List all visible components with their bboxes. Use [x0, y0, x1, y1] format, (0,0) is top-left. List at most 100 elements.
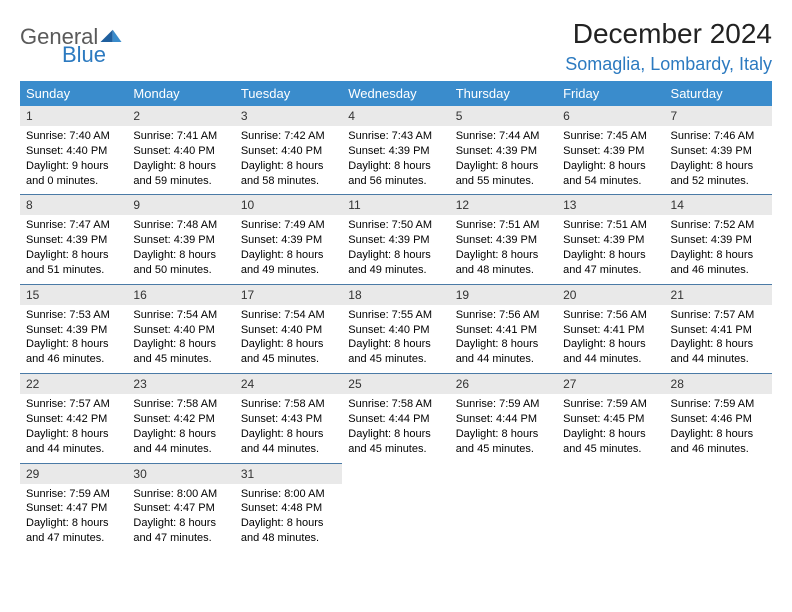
daylight-text-1: Daylight: 8 hours — [133, 516, 228, 531]
calendar-cell: 12Sunrise: 7:51 AMSunset: 4:39 PMDayligh… — [450, 194, 557, 283]
day-number: 24 — [235, 373, 342, 394]
sunset-text: Sunset: 4:48 PM — [241, 501, 336, 516]
day-number: 8 — [20, 194, 127, 215]
sunrise-text: Sunrise: 7:57 AM — [26, 397, 121, 412]
daylight-text-2: and 47 minutes. — [563, 263, 658, 278]
calendar-header-row: Sunday Monday Tuesday Wednesday Thursday… — [20, 81, 772, 106]
day-number: 23 — [127, 373, 234, 394]
day-number: 11 — [342, 194, 449, 215]
calendar-body: 1Sunrise: 7:40 AMSunset: 4:40 PMDaylight… — [20, 106, 772, 552]
sunset-text: Sunset: 4:46 PM — [671, 412, 766, 427]
day-content: Sunrise: 7:52 AMSunset: 4:39 PMDaylight:… — [665, 215, 772, 283]
day-content: Sunrise: 8:00 AMSunset: 4:47 PMDaylight:… — [127, 484, 234, 552]
sunset-text: Sunset: 4:40 PM — [133, 323, 228, 338]
daylight-text-2: and 47 minutes. — [133, 531, 228, 546]
daylight-text-2: and 48 minutes. — [456, 263, 551, 278]
calendar-cell: 8Sunrise: 7:47 AMSunset: 4:39 PMDaylight… — [20, 194, 127, 283]
day-number: 10 — [235, 194, 342, 215]
day-number: 30 — [127, 463, 234, 484]
calendar-cell: 6Sunrise: 7:45 AMSunset: 4:39 PMDaylight… — [557, 106, 664, 194]
sunset-text: Sunset: 4:42 PM — [133, 412, 228, 427]
sunrise-text: Sunrise: 7:56 AM — [456, 308, 551, 323]
day-content: Sunrise: 7:57 AMSunset: 4:41 PMDaylight:… — [665, 305, 772, 373]
calendar-cell: 7Sunrise: 7:46 AMSunset: 4:39 PMDaylight… — [665, 106, 772, 194]
day-number: 31 — [235, 463, 342, 484]
calendar-row: 15Sunrise: 7:53 AMSunset: 4:39 PMDayligh… — [20, 284, 772, 373]
daylight-text-2: and 44 minutes. — [26, 442, 121, 457]
day-content: Sunrise: 7:59 AMSunset: 4:46 PMDaylight:… — [665, 394, 772, 462]
day-content: Sunrise: 7:56 AMSunset: 4:41 PMDaylight:… — [450, 305, 557, 373]
sunset-text: Sunset: 4:41 PM — [671, 323, 766, 338]
calendar-cell: 16Sunrise: 7:54 AMSunset: 4:40 PMDayligh… — [127, 284, 234, 373]
sunset-text: Sunset: 4:39 PM — [26, 323, 121, 338]
calendar-cell: 4Sunrise: 7:43 AMSunset: 4:39 PMDaylight… — [342, 106, 449, 194]
sunset-text: Sunset: 4:44 PM — [456, 412, 551, 427]
daylight-text-2: and 45 minutes. — [348, 352, 443, 367]
calendar-cell — [450, 463, 557, 552]
calendar-cell — [665, 463, 772, 552]
day-content: Sunrise: 7:54 AMSunset: 4:40 PMDaylight:… — [235, 305, 342, 373]
daylight-text-1: Daylight: 8 hours — [456, 159, 551, 174]
daylight-text-2: and 50 minutes. — [133, 263, 228, 278]
calendar-table: Sunday Monday Tuesday Wednesday Thursday… — [20, 81, 772, 552]
daylight-text-1: Daylight: 8 hours — [348, 159, 443, 174]
calendar-cell: 3Sunrise: 7:42 AMSunset: 4:40 PMDaylight… — [235, 106, 342, 194]
calendar-cell: 15Sunrise: 7:53 AMSunset: 4:39 PMDayligh… — [20, 284, 127, 373]
day-number: 13 — [557, 194, 664, 215]
day-number: 29 — [20, 463, 127, 484]
sunrise-text: Sunrise: 7:53 AM — [26, 308, 121, 323]
sunset-text: Sunset: 4:39 PM — [26, 233, 121, 248]
calendar-row: 8Sunrise: 7:47 AMSunset: 4:39 PMDaylight… — [20, 194, 772, 283]
sunset-text: Sunset: 4:39 PM — [456, 144, 551, 159]
sunrise-text: Sunrise: 7:40 AM — [26, 129, 121, 144]
daylight-text-2: and 54 minutes. — [563, 174, 658, 189]
sunset-text: Sunset: 4:41 PM — [563, 323, 658, 338]
weekday-header: Thursday — [450, 81, 557, 106]
calendar-cell: 11Sunrise: 7:50 AMSunset: 4:39 PMDayligh… — [342, 194, 449, 283]
sunset-text: Sunset: 4:47 PM — [26, 501, 121, 516]
sunrise-text: Sunrise: 7:50 AM — [348, 218, 443, 233]
daylight-text-1: Daylight: 8 hours — [456, 427, 551, 442]
weekday-header: Friday — [557, 81, 664, 106]
daylight-text-1: Daylight: 8 hours — [241, 248, 336, 263]
calendar-cell: 17Sunrise: 7:54 AMSunset: 4:40 PMDayligh… — [235, 284, 342, 373]
sunrise-text: Sunrise: 7:45 AM — [563, 129, 658, 144]
sunset-text: Sunset: 4:41 PM — [456, 323, 551, 338]
daylight-text-1: Daylight: 8 hours — [133, 427, 228, 442]
daylight-text-1: Daylight: 8 hours — [456, 337, 551, 352]
calendar-cell: 28Sunrise: 7:59 AMSunset: 4:46 PMDayligh… — [665, 373, 772, 462]
daylight-text-1: Daylight: 8 hours — [133, 337, 228, 352]
day-content: Sunrise: 7:42 AMSunset: 4:40 PMDaylight:… — [235, 126, 342, 194]
sunrise-text: Sunrise: 7:59 AM — [671, 397, 766, 412]
day-content: Sunrise: 7:43 AMSunset: 4:39 PMDaylight:… — [342, 126, 449, 194]
daylight-text-2: and 44 minutes. — [563, 352, 658, 367]
weekday-header: Wednesday — [342, 81, 449, 106]
day-content: Sunrise: 7:47 AMSunset: 4:39 PMDaylight:… — [20, 215, 127, 283]
day-content: Sunrise: 7:58 AMSunset: 4:43 PMDaylight:… — [235, 394, 342, 462]
day-number: 25 — [342, 373, 449, 394]
weekday-header: Tuesday — [235, 81, 342, 106]
daylight-text-2: and 45 minutes. — [563, 442, 658, 457]
daylight-text-2: and 44 minutes. — [671, 352, 766, 367]
day-content: Sunrise: 7:46 AMSunset: 4:39 PMDaylight:… — [665, 126, 772, 194]
sunrise-text: Sunrise: 7:46 AM — [671, 129, 766, 144]
daylight-text-2: and 45 minutes. — [348, 442, 443, 457]
day-number: 27 — [557, 373, 664, 394]
sunset-text: Sunset: 4:39 PM — [456, 233, 551, 248]
sunrise-text: Sunrise: 8:00 AM — [133, 487, 228, 502]
calendar-cell: 20Sunrise: 7:56 AMSunset: 4:41 PMDayligh… — [557, 284, 664, 373]
calendar-page: GeneralBlue December 2024 Somaglia, Lomb… — [0, 0, 792, 562]
daylight-text-1: Daylight: 8 hours — [133, 159, 228, 174]
sunset-text: Sunset: 4:39 PM — [348, 233, 443, 248]
day-content: Sunrise: 8:00 AMSunset: 4:48 PMDaylight:… — [235, 484, 342, 552]
daylight-text-2: and 0 minutes. — [26, 174, 121, 189]
day-number: 17 — [235, 284, 342, 305]
daylight-text-2: and 49 minutes. — [348, 263, 443, 278]
weekday-header: Sunday — [20, 81, 127, 106]
calendar-cell: 5Sunrise: 7:44 AMSunset: 4:39 PMDaylight… — [450, 106, 557, 194]
daylight-text-1: Daylight: 8 hours — [348, 337, 443, 352]
daylight-text-1: Daylight: 8 hours — [671, 159, 766, 174]
day-number: 2 — [127, 106, 234, 126]
day-number: 4 — [342, 106, 449, 126]
sunrise-text: Sunrise: 7:59 AM — [456, 397, 551, 412]
